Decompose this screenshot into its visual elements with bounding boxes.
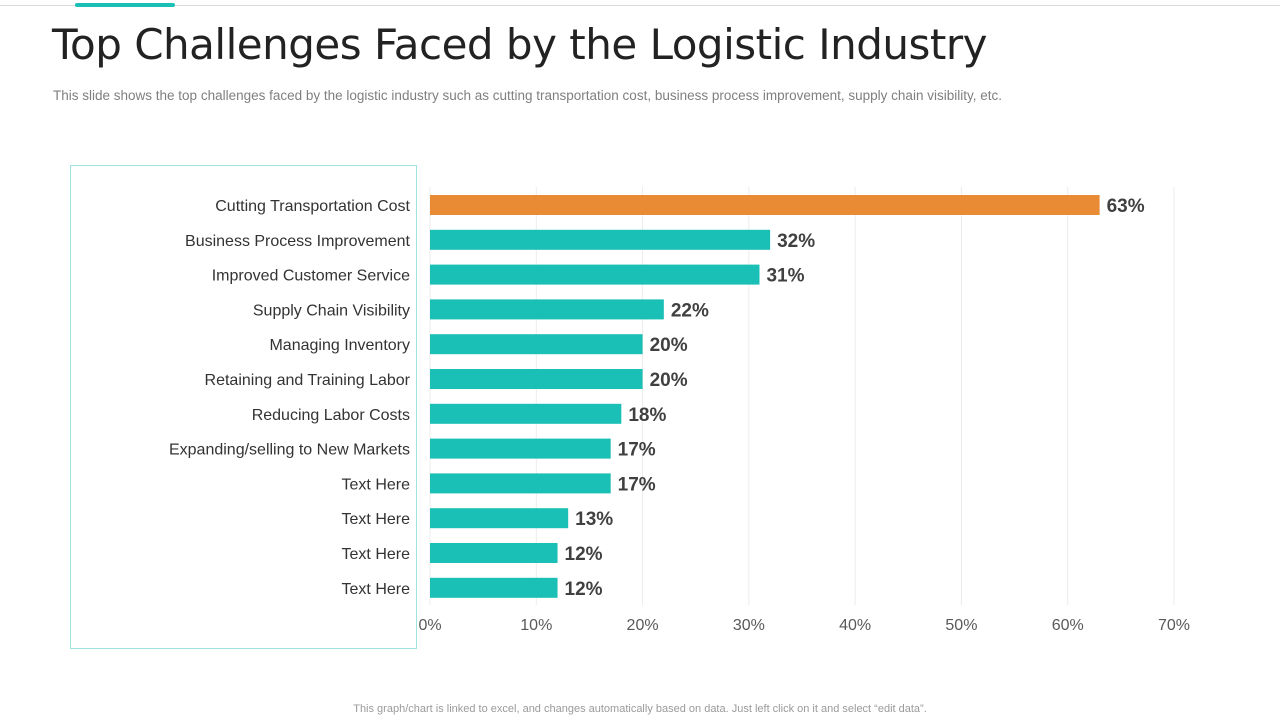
top-accent-bar (75, 3, 175, 7)
data-label: 12% (565, 544, 603, 565)
x-tick-label: 20% (627, 617, 659, 634)
bar[interactable] (430, 577, 558, 598)
category-label: Business Process Improvement (185, 233, 411, 250)
bar[interactable] (430, 369, 643, 389)
x-tick-label: 70% (1158, 617, 1190, 634)
data-label: 17% (618, 440, 656, 461)
bar[interactable] (430, 543, 558, 563)
category-label: Text Here (342, 546, 411, 563)
data-label: 31% (766, 266, 804, 287)
data-label: 18% (628, 405, 666, 426)
page-subtitle: This slide shows the top challenges face… (53, 88, 1002, 103)
data-label: 12% (565, 579, 603, 600)
page-title: Top Challenges Faced by the Logistic Ind… (52, 20, 987, 69)
bar[interactable] (430, 334, 643, 355)
category-label: Retaining and Training Labor (205, 372, 411, 389)
bar[interactable] (430, 229, 771, 250)
x-tick-label: 10% (520, 617, 552, 634)
bar[interactable] (430, 403, 622, 424)
data-label: 17% (618, 474, 656, 495)
category-label: Improved Customer Service (212, 268, 410, 285)
x-tick-label: 40% (839, 617, 871, 634)
bar[interactable] (430, 264, 760, 285)
top-rule (0, 5, 1280, 6)
category-label: Reducing Labor Costs (252, 407, 410, 424)
footer-note: This graph/chart is linked to excel, and… (353, 703, 927, 715)
category-label: Text Here (342, 581, 411, 598)
x-tick-label: 60% (1052, 617, 1084, 634)
category-label: Text Here (342, 476, 411, 493)
bar[interactable] (430, 508, 569, 529)
bar[interactable] (430, 438, 611, 459)
bar[interactable] (430, 195, 1100, 215)
x-tick-label: 0% (418, 617, 441, 634)
category-label: Expanding/selling to New Markets (169, 442, 410, 459)
x-tick-label: 50% (945, 617, 977, 634)
category-label: Cutting Transportation Cost (215, 198, 410, 215)
data-label: 63% (1107, 196, 1145, 217)
data-label: 22% (671, 300, 709, 321)
data-label: 13% (575, 509, 613, 530)
data-label: 20% (650, 335, 688, 356)
bar[interactable] (430, 473, 611, 494)
data-label: 32% (777, 231, 815, 252)
category-label-frame (70, 165, 417, 649)
category-label: Managing Inventory (269, 337, 410, 354)
category-label: Supply Chain Visibility (253, 302, 410, 319)
x-tick-label: 30% (733, 617, 765, 634)
category-label: Text Here (342, 511, 411, 528)
bar[interactable] (430, 299, 664, 320)
data-label: 20% (650, 370, 688, 391)
